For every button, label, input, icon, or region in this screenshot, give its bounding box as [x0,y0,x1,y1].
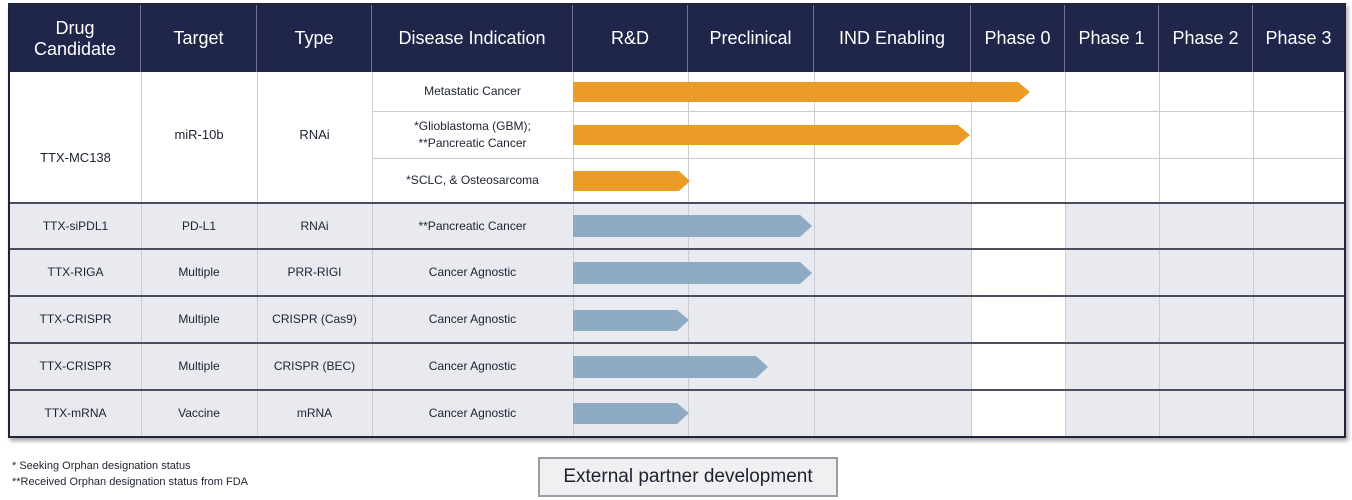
indication-label: Metastatic Cancer [424,84,521,98]
footnote-orphan-seeking: * Seeking Orphan designation status [12,460,191,472]
progress-arrow-sclc [573,171,690,191]
indication-label: Cancer Agnostic [428,406,517,420]
target-name: miR-10b [174,126,224,142]
drug-type: RNAi [299,126,330,142]
indication-line: *Glioblastoma (GBM); [414,119,531,133]
header-phase1: Phase 1 [1065,5,1159,72]
drug-type: PRR-RIGI [287,265,342,279]
drug-type: mRNA [296,406,333,420]
header-preclinical: Preclinical [688,5,814,72]
header-phase2: Phase 2 [1159,5,1253,72]
drug-name: TTX-RIGA [47,265,104,279]
drug-name: TTX-CRISPR [39,312,112,326]
target-name: Multiple [178,265,220,279]
indication-line: **Pancreatic Cancer [418,136,527,150]
indication-label: **Pancreatic Cancer [418,218,527,233]
pipeline-table: Drug Candidate Target Type Disease Indic… [8,3,1346,438]
header-phase0: Phase 0 [971,5,1065,72]
drug-name: TTX-siPDL1 [42,218,109,233]
target-name: PD-L1 [181,218,216,233]
drug-type: RNAi [300,218,329,233]
indication-label: Cancer Agnostic [428,312,517,326]
progress-arrow-metastatic [573,82,1030,102]
target-name: Multiple [178,359,220,373]
header-ind-enabling: IND Enabling [814,5,971,72]
drug-type: CRISPR (Cas9) [272,312,357,326]
legend-label: External partner development [563,466,813,487]
footnote-orphan-received: **Received Orphan designation status fro… [12,476,249,488]
header-drug-candidate: Drug Candidate [10,5,141,72]
header-target: Target [141,5,257,72]
progress-arrow-mrna [573,403,689,424]
header-type: Type [257,5,372,72]
legend-external-partner: External partner development [538,457,838,497]
drug-name: TTX-MC138 [40,149,111,165]
drug-name: TTX-CRISPR [39,359,112,373]
indication-label: *SCLC, & Osteosarcoma [406,173,539,187]
progress-bars [573,82,1030,424]
header-phase3: Phase 3 [1253,5,1344,72]
target-name: Vaccine [178,406,220,420]
progress-arrow-crispr-bec [573,356,768,378]
progress-arrow-riga [573,262,812,284]
target-name: Multiple [178,312,220,326]
drug-type: CRISPR (BEC) [273,359,356,373]
header-rnd: R&D [573,5,688,72]
progress-arrow-gbm [573,125,970,145]
indication-label: Cancer Agnostic [428,359,517,373]
drug-name: TTX-mRNA [44,406,107,420]
indication-label: *Glioblastoma (GBM); **Pancreatic Cancer [372,112,573,158]
phase0-column [971,72,1065,436]
indication-label: Cancer Agnostic [428,265,517,279]
progress-arrow-crispr-cas9 [573,310,689,331]
progress-arrow-sipdl1 [573,215,812,237]
header-disease-indication: Disease Indication [372,5,573,72]
